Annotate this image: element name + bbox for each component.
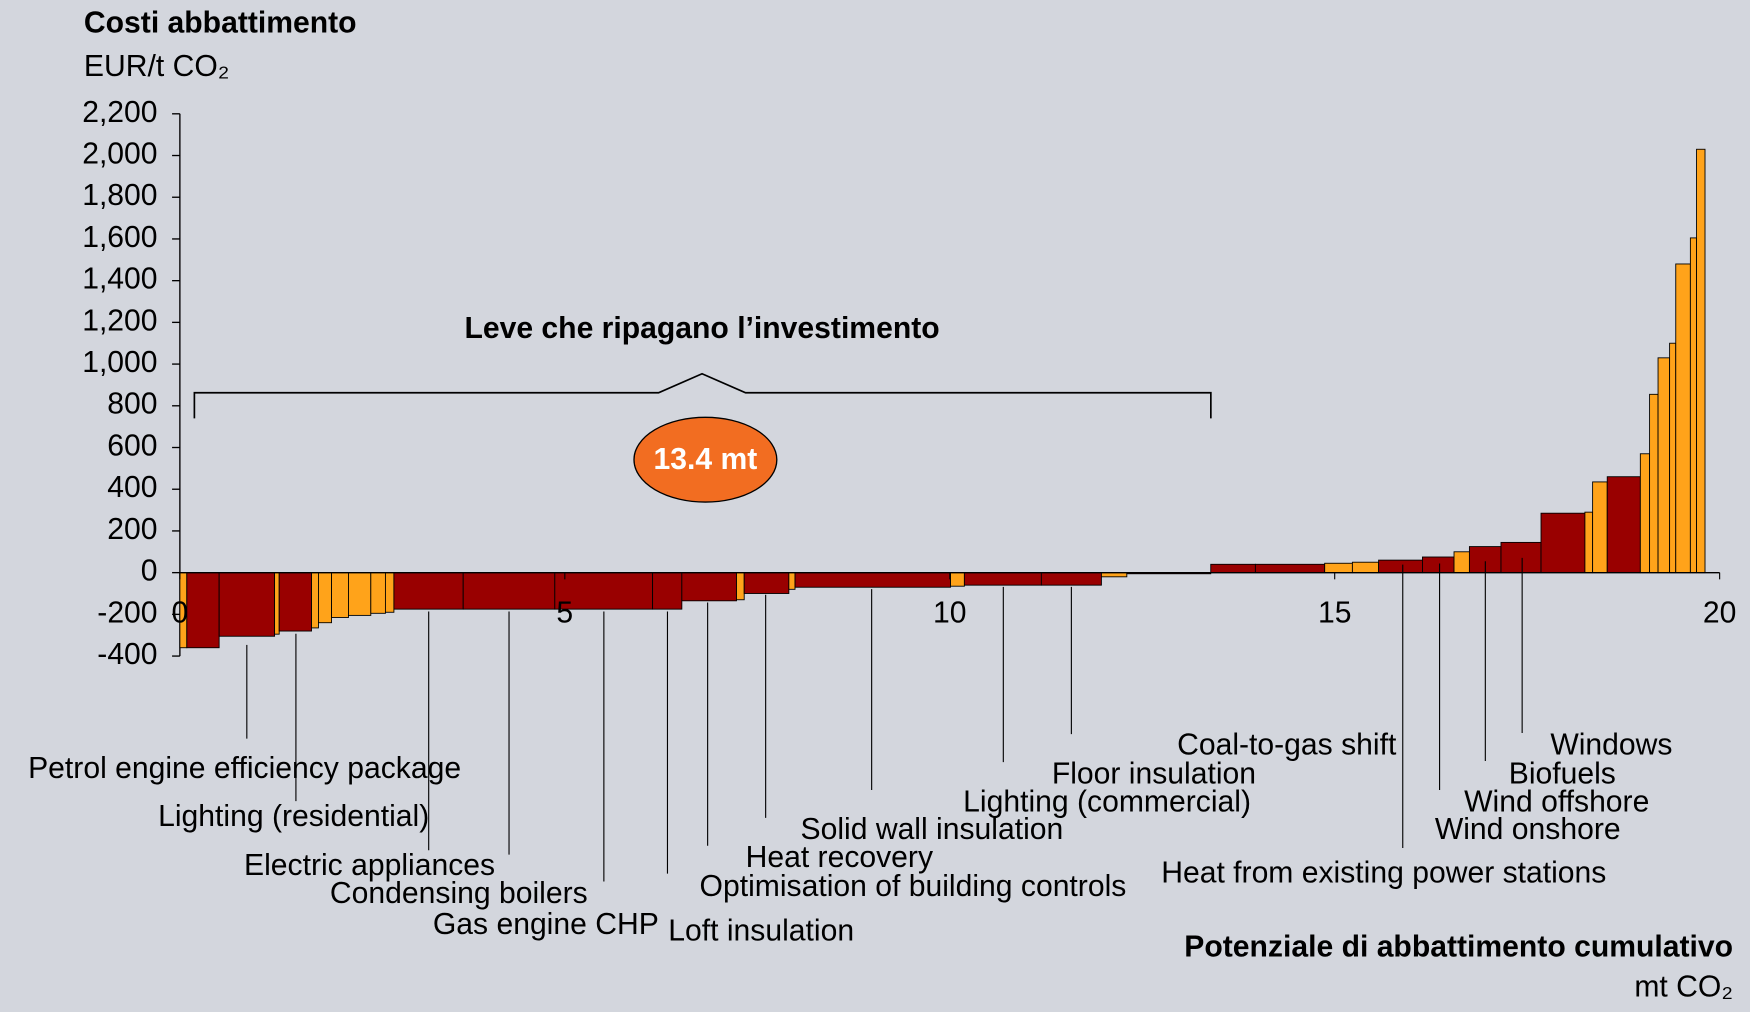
x-tick-label: 10 <box>933 597 967 630</box>
bar <box>1639 453 1651 574</box>
bar <box>1324 562 1353 574</box>
bar-label: Petrol engine efficiency package <box>28 752 461 785</box>
y-tick-label: 1,400 <box>82 263 157 296</box>
bar <box>1500 541 1542 574</box>
bar <box>331 572 349 618</box>
bar-label: Gas engine CHP <box>433 908 659 941</box>
bar-label: Wind offshore <box>1464 785 1649 818</box>
bar-label: Lighting (residential) <box>158 800 429 833</box>
bar-label: Biofuels <box>1509 757 1616 790</box>
bar <box>1210 563 1256 574</box>
bar <box>1606 476 1641 574</box>
y-tick-label: 400 <box>107 471 157 504</box>
bar-label: Lighting (commercial) <box>963 785 1251 818</box>
bar <box>1378 559 1423 574</box>
bar <box>384 572 395 613</box>
y-tick-label: 1,200 <box>82 304 157 337</box>
bar <box>1351 561 1380 574</box>
y-tick-label: 600 <box>107 429 157 462</box>
bar <box>1592 481 1608 574</box>
bar-label: Floor insulation <box>1052 757 1256 790</box>
callout-label: 13.4 mt <box>654 443 758 476</box>
bar <box>218 572 276 637</box>
bar-label: Loft insulation <box>668 915 854 948</box>
x-tick-label: 15 <box>1318 597 1352 630</box>
bar <box>1540 512 1586 574</box>
bar-label: Electric appliances <box>244 849 495 882</box>
bar-label: Windows <box>1550 728 1672 761</box>
bar <box>1040 572 1102 586</box>
y-tick-label: -400 <box>97 638 157 671</box>
bar-label: Condensing boilers <box>330 877 588 910</box>
bar <box>311 572 319 629</box>
bar <box>950 572 965 587</box>
x-axis-label: Potenziale di abbattimento cumulativo <box>1184 930 1733 963</box>
y-tick-label: 0 <box>141 555 158 588</box>
bar <box>186 572 220 649</box>
y-tick-label: 2,200 <box>82 96 157 129</box>
x-tick-label: 5 <box>556 597 573 630</box>
x-tick-label: 0 <box>172 597 189 630</box>
bar <box>1669 342 1677 574</box>
y-axis-label: EUR/t CO₂ <box>84 50 230 83</box>
bar-label: Wind onshore <box>1435 813 1621 846</box>
bar <box>370 572 386 614</box>
brace <box>193 372 1212 419</box>
x-axis-unit: mt CO₂ <box>1634 971 1733 1004</box>
y-tick-label: 1,000 <box>82 346 157 379</box>
bar-label: Solid wall insulation <box>801 813 1064 846</box>
y-tick-label: 1,800 <box>82 179 157 212</box>
bar <box>1657 357 1671 574</box>
y-tick-label: 200 <box>107 513 157 546</box>
bar <box>348 572 372 616</box>
bar <box>318 572 332 624</box>
bar <box>788 572 796 590</box>
bar <box>1422 556 1455 574</box>
bar <box>743 572 790 594</box>
bar <box>1254 563 1326 574</box>
y-tick-label: 1,600 <box>82 221 157 254</box>
bar-label: Heat from existing power stations <box>1161 857 1606 890</box>
y-tick-label: -200 <box>97 596 157 629</box>
bar <box>274 572 280 635</box>
bar <box>1649 393 1659 574</box>
bar-label: Coal-to-gas shift <box>1177 728 1397 761</box>
bar <box>736 572 745 601</box>
y-tick-label: 2,000 <box>82 137 157 170</box>
bar <box>393 572 464 610</box>
bar <box>1453 551 1470 574</box>
chart-title: Costi abbattimento <box>84 6 357 39</box>
brace-annotation: Leve che ripagano l’investimento <box>464 312 939 345</box>
bar <box>681 572 737 602</box>
bar-label: Optimisation of building controls <box>700 870 1127 903</box>
bar <box>963 572 1042 586</box>
bar <box>652 572 683 610</box>
bar <box>1675 263 1691 574</box>
bar <box>278 572 312 632</box>
bar <box>1584 511 1594 574</box>
bar <box>1689 237 1697 574</box>
bar <box>1696 148 1706 574</box>
y-tick-label: 800 <box>107 388 157 421</box>
bar <box>462 572 556 610</box>
bar-label: Heat recovery <box>746 841 933 874</box>
x-tick-label: 20 <box>1703 597 1736 630</box>
callout-ellipse <box>633 416 778 503</box>
bar <box>794 572 951 588</box>
